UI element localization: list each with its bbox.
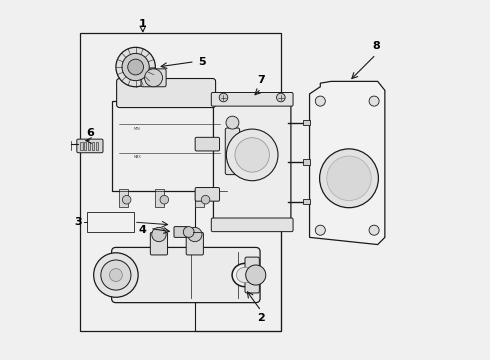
FancyBboxPatch shape: [195, 188, 220, 201]
FancyBboxPatch shape: [225, 128, 240, 175]
FancyBboxPatch shape: [174, 226, 188, 237]
Circle shape: [226, 116, 239, 129]
Text: MAX: MAX: [134, 156, 142, 159]
Bar: [96, 141, 98, 150]
Bar: [155, 189, 164, 207]
FancyBboxPatch shape: [112, 101, 227, 191]
Circle shape: [315, 96, 325, 106]
Bar: [195, 189, 204, 207]
FancyBboxPatch shape: [186, 232, 203, 255]
Text: 3: 3: [74, 217, 82, 227]
Bar: [84, 141, 87, 150]
FancyBboxPatch shape: [211, 93, 293, 106]
Circle shape: [152, 227, 166, 242]
Bar: [80, 141, 82, 150]
Circle shape: [188, 227, 202, 242]
Circle shape: [327, 156, 371, 201]
Circle shape: [319, 149, 378, 208]
Circle shape: [101, 260, 131, 290]
Circle shape: [183, 226, 194, 237]
Circle shape: [235, 138, 270, 172]
Text: MIN: MIN: [134, 127, 141, 131]
Circle shape: [128, 59, 144, 75]
FancyBboxPatch shape: [141, 69, 166, 87]
Circle shape: [122, 53, 149, 81]
Bar: [303, 120, 310, 126]
Circle shape: [219, 93, 228, 102]
PathPatch shape: [310, 81, 385, 244]
Bar: [303, 199, 310, 204]
Text: 4: 4: [139, 225, 147, 235]
Circle shape: [116, 47, 155, 87]
Bar: [80, 33, 281, 330]
Text: 8: 8: [372, 41, 380, 50]
Bar: [92, 141, 95, 150]
Bar: [120, 189, 128, 207]
Text: 6: 6: [86, 129, 94, 138]
Circle shape: [276, 93, 285, 102]
Bar: [87, 212, 134, 232]
FancyBboxPatch shape: [195, 137, 220, 151]
Bar: [88, 141, 91, 150]
Bar: [303, 159, 310, 165]
Circle shape: [315, 225, 325, 235]
Bar: [195, 162, 281, 330]
Circle shape: [226, 129, 278, 181]
Circle shape: [369, 225, 379, 235]
FancyBboxPatch shape: [211, 218, 293, 231]
FancyBboxPatch shape: [112, 247, 260, 303]
Circle shape: [109, 269, 122, 282]
FancyBboxPatch shape: [77, 139, 103, 153]
FancyBboxPatch shape: [214, 98, 291, 226]
FancyBboxPatch shape: [245, 257, 259, 293]
Circle shape: [369, 96, 379, 106]
Circle shape: [122, 195, 131, 204]
Text: 1: 1: [139, 19, 147, 29]
Circle shape: [245, 265, 266, 285]
FancyBboxPatch shape: [117, 78, 216, 108]
Circle shape: [160, 195, 169, 204]
FancyBboxPatch shape: [150, 232, 168, 255]
Circle shape: [145, 69, 163, 87]
Text: 2: 2: [257, 313, 265, 323]
Ellipse shape: [236, 267, 254, 283]
Circle shape: [94, 253, 138, 297]
Text: 7: 7: [257, 75, 265, 85]
Ellipse shape: [232, 264, 258, 287]
Text: 5: 5: [198, 57, 206, 67]
Circle shape: [201, 195, 210, 204]
